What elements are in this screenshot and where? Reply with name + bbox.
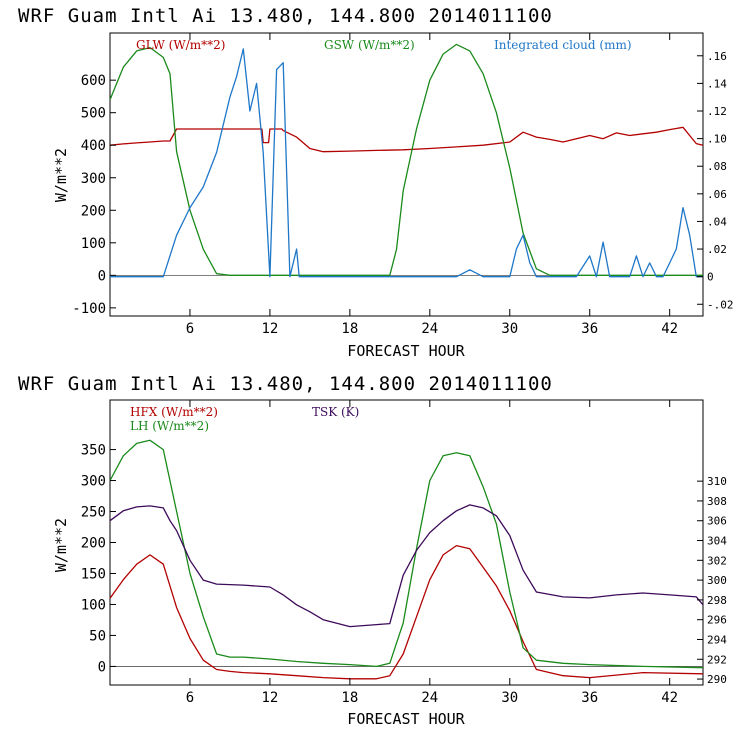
y-tick-label: 300 — [81, 474, 106, 490]
series-line-glw — [109, 126, 704, 153]
x-tick-label: 12 — [261, 321, 278, 337]
y2-tick-label: .06 — [707, 188, 727, 201]
bottom-x-axis: 6 12 18 24 30 36 42 — [186, 400, 678, 706]
y-tick-label: 400 — [81, 138, 106, 154]
top-plot-frame — [109, 32, 704, 317]
y-tick-label: 0 — [98, 268, 106, 284]
series-line-gsw — [109, 43, 703, 276]
x-tick-label: 6 — [186, 321, 194, 337]
y-tick-label: 150 — [81, 566, 106, 582]
legend-hfx: HFX (W/m**2) — [130, 405, 218, 419]
bottom-chart-title: WRF Guam Intl Ai 13.480, 144.800 2014011… — [18, 373, 553, 395]
y2-tick-label: .08 — [707, 160, 727, 173]
legend-gsw: GSW (W/m**2) — [324, 38, 415, 52]
top-right-axis: -.02 0 .02 .04 .06 .08 .10 .12 .14 .16 — [697, 50, 734, 311]
y2-tick-label: 296 — [707, 614, 727, 627]
y2-tick-label: .14 — [707, 77, 727, 90]
bottom-panel: WRF Guam Intl Ai 13.480, 144.800 2014011… — [18, 373, 727, 728]
bottom-right-axis: 290 292 294 296 298 300 302 304 306 308 310 — [697, 475, 727, 686]
bottom-y-axis-label: W/m**2 — [52, 518, 70, 572]
top-series-layer — [109, 43, 704, 278]
y-tick-label: 0 — [98, 659, 106, 675]
y2-tick-label: .02 — [707, 243, 727, 256]
top-left-axis: -100 0 100 200 300 400 500 600 — [72, 73, 116, 317]
x-tick-label: 42 — [661, 690, 678, 706]
y2-tick-label: 306 — [707, 515, 727, 528]
x-tick-label: 36 — [581, 690, 598, 706]
x-tick-label: 24 — [421, 321, 438, 337]
bottom-x-axis-label: FORECAST HOUR — [347, 710, 465, 728]
top-panel: WRF Guam Intl Ai 13.480, 144.800 2014011… — [18, 5, 734, 360]
x-tick-label: 42 — [661, 321, 678, 337]
y2-tick-label: 310 — [707, 475, 727, 488]
y-tick-label: 350 — [81, 443, 106, 459]
y-tick-label: 200 — [81, 203, 106, 219]
x-tick-label: 30 — [501, 321, 518, 337]
x-tick-label: 12 — [261, 690, 278, 706]
y-tick-label: 100 — [81, 597, 106, 613]
y2-tick-label: 302 — [707, 554, 727, 567]
y2-tick-label: -.02 — [707, 298, 734, 311]
y2-tick-label: .12 — [707, 105, 727, 118]
y-tick-label: 500 — [81, 106, 106, 122]
y-tick-label: 250 — [81, 505, 106, 521]
bottom-series-layer — [109, 439, 704, 680]
y2-tick-label: .04 — [707, 215, 727, 228]
y-tick-label: 600 — [81, 73, 106, 89]
y-tick-label: -100 — [72, 301, 106, 317]
y2-tick-label: 304 — [707, 535, 727, 548]
y-tick-label: 300 — [81, 171, 106, 187]
y2-tick-label: 0 — [707, 271, 714, 284]
y-tick-label: 100 — [81, 236, 106, 252]
y-tick-label: 200 — [81, 536, 106, 552]
y2-tick-label: 298 — [707, 594, 727, 607]
x-tick-label: 18 — [341, 690, 358, 706]
legend-integrated-cloud: Integrated cloud (mm) — [494, 38, 632, 52]
x-tick-label: 18 — [341, 321, 358, 337]
x-tick-label: 24 — [421, 690, 438, 706]
top-chart-title: WRF Guam Intl Ai 13.480, 144.800 2014011… — [18, 5, 553, 27]
legend-glw: GLW (W/m**2) — [136, 38, 225, 52]
top-x-axis: 6 12 18 24 30 36 42 — [186, 33, 678, 337]
y2-tick-label: 308 — [707, 495, 727, 508]
y2-tick-label: .10 — [707, 133, 727, 146]
bottom-left-axis: 0 50 100 150 200 250 300 350 — [81, 443, 116, 675]
series-line-tsk — [109, 504, 704, 628]
y2-tick-label: 292 — [707, 653, 727, 666]
series-line-integrated — [110, 48, 703, 278]
y2-tick-label: 294 — [707, 633, 727, 646]
y2-tick-label: .16 — [707, 50, 727, 63]
y2-tick-label: 300 — [707, 574, 727, 587]
top-y-axis-label: W/m**2 — [52, 148, 70, 202]
y2-tick-label: 290 — [707, 673, 727, 686]
legend-tsk: TSK (K) — [312, 405, 359, 419]
y-tick-label: 50 — [89, 628, 106, 644]
x-tick-label: 30 — [501, 690, 518, 706]
series-line-lh — [109, 439, 704, 669]
legend-lh: LH (W/m**2) — [130, 419, 209, 433]
x-tick-label: 36 — [581, 321, 598, 337]
top-x-axis-label: FORECAST HOUR — [347, 342, 465, 360]
x-tick-label: 6 — [186, 690, 194, 706]
